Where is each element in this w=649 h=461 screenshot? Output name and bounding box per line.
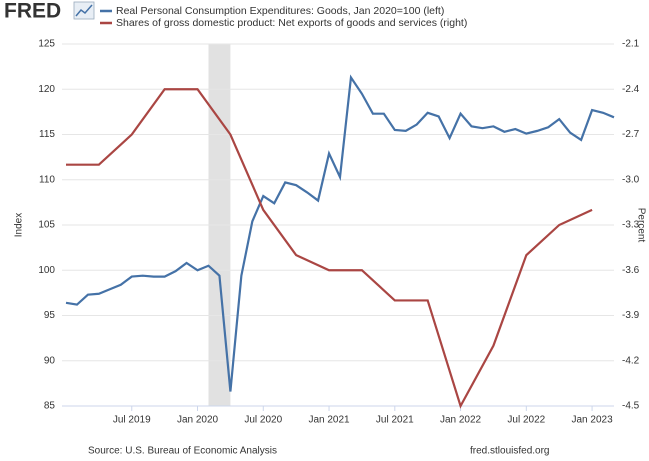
y2-tick-label: -3.6 (622, 265, 640, 276)
y-axis-label: Index (14, 213, 25, 237)
logo: FRED (4, 0, 61, 23)
y2-tick-label: -2.7 (622, 129, 640, 140)
y-tick-label: 105 (38, 220, 55, 231)
y-tick-label: 115 (39, 129, 55, 140)
x-tick-label: Jul 2021 (376, 415, 414, 426)
y-tick-label: 110 (39, 174, 55, 185)
y2-tick-label: -4.5 (622, 401, 640, 412)
x-tick-label: Jan 2023 (572, 415, 614, 426)
series-line (65, 74, 615, 392)
series-line (66, 88, 593, 409)
y2-axis-label: Percent (635, 208, 646, 243)
legend-label: Shares of gross domestic product: Net ex… (116, 17, 467, 29)
y-tick-label: 120 (38, 84, 55, 95)
source: Source: U.S. Bureau of Economic Analysis (88, 446, 277, 457)
y2-tick-label: -3.0 (622, 174, 640, 185)
x-tick-label: Jan 2021 (308, 415, 350, 426)
site: fred.stlouisfed.org (470, 446, 550, 457)
y-tick-label: 100 (38, 265, 55, 276)
y-tick-label: 125 (38, 39, 55, 50)
x-tick-label: Jan 2022 (440, 415, 482, 426)
logo-icon (73, 1, 95, 20)
y2-tick-label: -4.2 (622, 355, 640, 366)
legend-label: Real Personal Consumption Expenditures: … (116, 5, 444, 17)
x-tick-label: Jul 2019 (113, 415, 151, 426)
y2-tick-label: -2.1 (622, 39, 640, 50)
y2-tick-label: -3.9 (622, 310, 640, 321)
y-tick-label: 85 (44, 401, 56, 412)
y-tick-label: 90 (44, 355, 56, 366)
y2-tick-label: -2.4 (622, 84, 640, 95)
y-tick-label: 95 (44, 310, 56, 321)
x-tick-label: Jul 2020 (244, 415, 282, 426)
x-tick-label: Jan 2020 (177, 415, 219, 426)
x-tick-label: Jul 2022 (507, 415, 545, 426)
y2-tick-label: -3.3 (622, 220, 640, 231)
